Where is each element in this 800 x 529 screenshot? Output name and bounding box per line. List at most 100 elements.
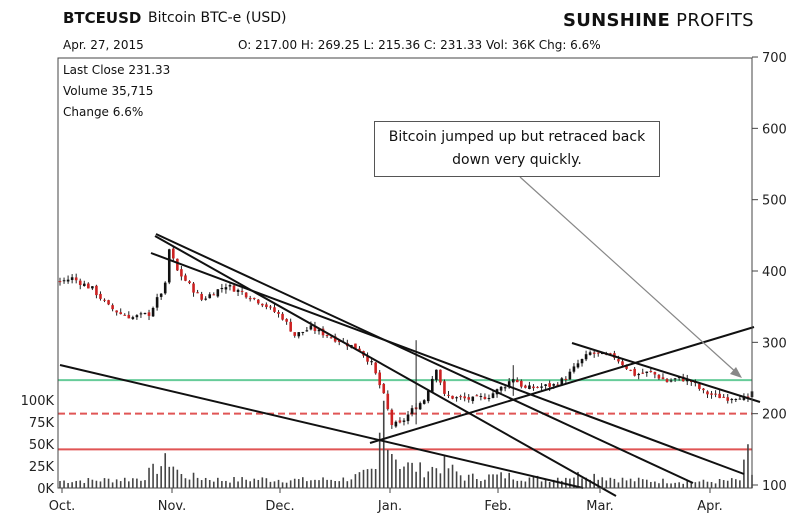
candle-body [163, 282, 167, 294]
candle-body [483, 396, 487, 400]
candle-body [135, 315, 139, 318]
candle-body [99, 293, 102, 299]
candle-body [422, 400, 426, 404]
candle-body [572, 366, 576, 372]
candle-body [329, 337, 333, 339]
candle-body [447, 394, 450, 396]
candle-body [698, 383, 701, 389]
candle-body [738, 398, 742, 400]
brand-bold: SUNSHINE [563, 10, 671, 31]
candle-body [536, 386, 539, 388]
candle-body [507, 381, 511, 388]
candle-body [459, 396, 462, 398]
candle-body [576, 363, 580, 368]
candle-body [726, 397, 730, 401]
candle-body [180, 269, 183, 277]
candle-body [467, 397, 471, 400]
volume-bars [59, 400, 753, 488]
candle-body [224, 287, 228, 290]
trendlines [59, 233, 761, 497]
price-tick-label: 300 [762, 336, 787, 351]
price-tick-label: 500 [762, 194, 787, 209]
arrow-shaft [519, 176, 739, 375]
candle-body [451, 395, 454, 399]
candle-body [309, 325, 313, 330]
arrow-head [730, 367, 742, 378]
candle-body [499, 386, 503, 391]
candle-body [410, 408, 414, 414]
candle-body [228, 285, 232, 287]
candle-body [285, 319, 288, 322]
candle-body [321, 328, 325, 336]
candle-body [277, 312, 280, 314]
candle-body [540, 386, 543, 388]
candle-body [718, 393, 721, 399]
candle-body [196, 292, 199, 294]
candle-body [520, 380, 523, 387]
candle-body [281, 313, 284, 320]
candle-body [390, 409, 394, 426]
candle-body [673, 378, 677, 380]
candle-body [123, 314, 127, 316]
candle-body [568, 371, 572, 380]
candle-body [564, 378, 568, 381]
candle-body [147, 312, 151, 316]
candle-body [66, 279, 70, 282]
candle-body [548, 383, 551, 387]
trendline [571, 342, 761, 403]
candle-body [625, 365, 628, 369]
candle-body [74, 277, 78, 281]
candle-body [629, 369, 632, 371]
last-close-stat: Last Close 231.33 [63, 63, 171, 77]
candle-body [188, 281, 191, 284]
candle-body [184, 275, 187, 281]
candle-body [544, 384, 547, 386]
candle-body [313, 325, 317, 331]
candle-body [176, 258, 179, 271]
candle-body [305, 330, 309, 332]
candle-body [95, 285, 98, 296]
candle-body [552, 384, 556, 386]
candle-body [167, 249, 171, 283]
candle-body [669, 380, 673, 382]
x-tick-label: Mar. [586, 499, 613, 514]
candle-body [244, 292, 248, 298]
candle-body [382, 383, 386, 394]
date-label: Apr. 27, 2015 [63, 38, 144, 52]
candle-body [637, 374, 640, 376]
candle-body [293, 332, 297, 336]
candle-body [103, 299, 106, 301]
candle-body [220, 288, 224, 290]
trendline [59, 364, 584, 489]
brand-logo: SUNSHINE PROFITS [563, 10, 754, 31]
candle-body [528, 385, 531, 389]
candle-body [248, 298, 252, 300]
candle-body [463, 396, 466, 399]
x-tick-label: Oct. [49, 499, 76, 514]
candle-body [503, 387, 507, 389]
candle-body [475, 395, 479, 397]
annotation-callout: Bitcoin jumped up but retraced back down… [374, 121, 660, 177]
candle-body [435, 369, 438, 380]
candle-body [358, 348, 361, 352]
candle-body [78, 280, 82, 285]
candle-body [62, 280, 66, 282]
instrument-name: Bitcoin BTC-e (USD) [148, 10, 287, 26]
candle-body [665, 379, 669, 383]
volume-tick-label: 100K [21, 394, 55, 409]
candle-body [588, 352, 592, 355]
trendline [155, 233, 694, 484]
candle-body [710, 393, 713, 395]
x-tick-label: Dec. [265, 499, 294, 514]
horizontal-levels [58, 379, 752, 451]
candle-body [443, 381, 446, 394]
candle-body [58, 281, 62, 283]
candle-body [398, 420, 402, 423]
candle-body [730, 399, 734, 401]
candle-body [681, 376, 685, 382]
candle-body [455, 397, 458, 399]
candle-body [633, 368, 636, 376]
candle-body [256, 299, 260, 304]
volume-stat: Volume 35,715 [63, 84, 154, 98]
